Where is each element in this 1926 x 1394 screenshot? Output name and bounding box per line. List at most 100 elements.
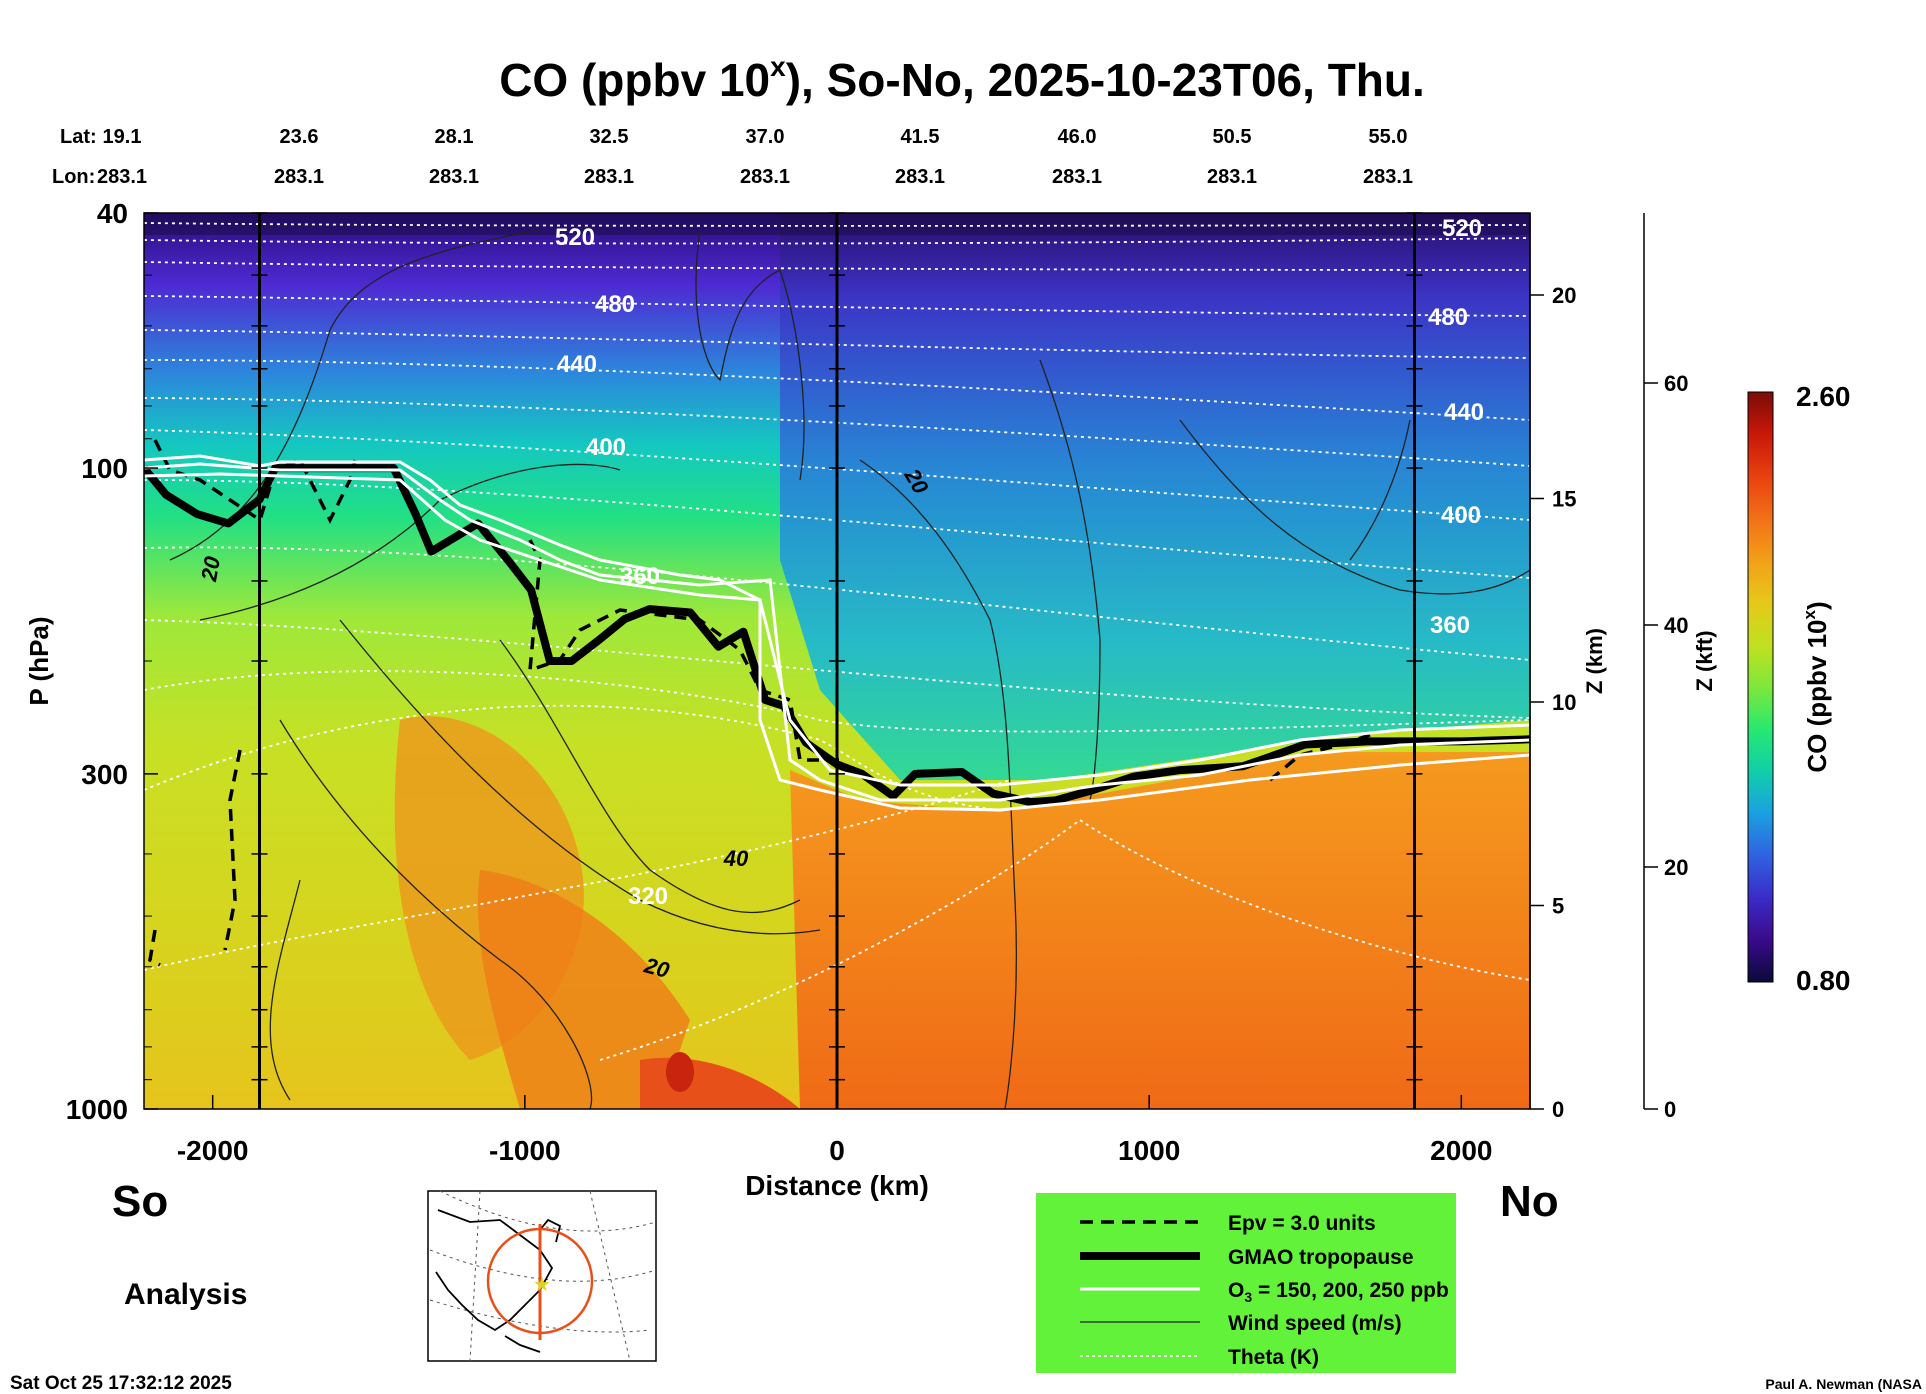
wind-contour [1179, 419, 1530, 595]
theta-contour-label: 320 [628, 883, 668, 910]
theta-contour-label: 520 [555, 224, 595, 251]
wind-contour-label: 20 [196, 554, 225, 584]
north-stratosphere-low-co [780, 213, 1530, 780]
lat-value: 41.5 [901, 126, 940, 148]
y-axis: 40 100 300 1000 [66, 198, 158, 1125]
lat-lon-header: Lat: Lon: 19.1 23.6 28.1 32.5 37.0 41.5 46.0 50… [52, 126, 1413, 188]
chart-title: CO (ppbv 10x), So-No, 2025-10-23T06, Thu… [499, 51, 1425, 106]
theta-contour [144, 261, 1530, 271]
lat-value: 23.6 [280, 126, 319, 148]
lon-value: 283.1 [584, 166, 634, 188]
legend-theta-label: Theta (K) [1228, 1346, 1319, 1369]
legend-tropopause-label: GMAO tropopause [1228, 1246, 1414, 1269]
z-km-tick-label: 5 [1552, 894, 1564, 919]
x-axis-label: Distance (km) [745, 1170, 929, 1201]
footer-timestamp: Sat Oct 25 17:32:12 2025 [10, 1373, 232, 1394]
epv-contour [223, 749, 242, 951]
colorbar-max: 2.60 [1796, 381, 1851, 412]
lon-value: 283.1 [1052, 166, 1102, 188]
theta-contour-label: 400 [1441, 502, 1481, 529]
inset-map: ★ [427, 1190, 657, 1362]
o3-200-contour [144, 462, 1530, 802]
wind-contour-label: 40 [723, 846, 749, 871]
z-km-tick-label: 0 [1552, 1097, 1564, 1122]
theta-contour [144, 670, 1530, 733]
lon-value: 283.1 [97, 166, 147, 188]
wind-contour [695, 229, 805, 481]
legend-epv-label: Epv = 3.0 units [1228, 1212, 1376, 1235]
south-high-co-blob-2 [478, 870, 690, 1109]
z-kft-tick-label: 0 [1664, 1097, 1676, 1122]
lat-value: 19.1 [103, 126, 142, 148]
theta-contour [144, 222, 1530, 227]
y-tick-label: 100 [81, 453, 128, 484]
z-km-tick-label: 20 [1552, 283, 1576, 308]
o3-150-contour [144, 454, 1530, 787]
x-axis: -2000 -1000 0 1000 2000 [177, 1095, 1492, 1166]
theta-contour-label: 400 [586, 434, 626, 461]
epv-contour [148, 929, 161, 967]
wind-contour [1349, 419, 1411, 561]
z-kft-axis-label: Z (kft) [1692, 630, 1717, 691]
theta-contour [144, 329, 1530, 359]
y-axis-label: P (hPa) [24, 616, 54, 705]
z-km-tick-label: 10 [1552, 690, 1576, 715]
lon-value: 283.1 [429, 166, 479, 188]
y-tick-label: 1000 [66, 1094, 128, 1125]
theta-contour-label: 360 [620, 563, 660, 590]
legend-o3-label: O3 = 150, 200, 250 ppb [1228, 1279, 1449, 1305]
map-coastline [435, 1209, 562, 1353]
theta-contour [144, 429, 1530, 521]
footer-credit: Paul A. Newman (NASA [1765, 1376, 1922, 1392]
wind-contour [339, 619, 821, 935]
theta-contour [599, 818, 1530, 1061]
north-label: No [1500, 1177, 1559, 1226]
legend-wind-label: Wind speed (m/s) [1228, 1312, 1402, 1335]
y-tick-label: 40 [97, 198, 128, 229]
theta-contour-label: 480 [595, 291, 635, 318]
theta-contour-label: 440 [557, 351, 597, 378]
epv-contour [528, 539, 840, 762]
lon-value: 283.1 [740, 166, 790, 188]
colorbar [1747, 391, 1774, 983]
theta-contour [144, 619, 1530, 719]
theta-contour [144, 779, 1011, 971]
wind-contour [279, 719, 593, 1109]
lon-value: 283.1 [1207, 166, 1257, 188]
y-tick-label: 300 [81, 759, 128, 790]
z-kft-tick-label: 20 [1664, 855, 1688, 880]
legend: Epv = 3.0 units GMAO tropopause O3 = 150… [1036, 1193, 1456, 1373]
wind-contour [199, 463, 621, 621]
z-kft-tick-label: 60 [1664, 371, 1688, 396]
o3-250-contour [144, 472, 1530, 812]
x-tick-label: 1000 [1118, 1135, 1180, 1166]
lon-label: Lon: [52, 166, 95, 188]
lat-value: 28.1 [435, 126, 474, 148]
lon-value: 283.1 [274, 166, 324, 188]
x-tick-label: -1000 [489, 1135, 561, 1166]
lat-value: 32.5 [590, 126, 629, 148]
wind-contour [859, 459, 1018, 1109]
lat-value: 55.0 [1369, 126, 1408, 148]
x-tick-label: 0 [829, 1135, 845, 1166]
colorbar-min: 0.80 [1796, 965, 1851, 996]
theta-contour-label: 440 [1444, 399, 1484, 426]
colorbar-label: CO (ppbv 10x) [1800, 601, 1832, 772]
analysis-label: Analysis [124, 1278, 247, 1311]
north-troposphere-high-co [790, 752, 1530, 1109]
theta-contour-label: 520 [1442, 215, 1482, 242]
theta-contour [144, 397, 1530, 467]
theta-contour-label: 480 [1428, 304, 1468, 331]
lat-value: 37.0 [746, 126, 785, 148]
theta-contour [144, 295, 1530, 317]
theta-contour [144, 359, 1530, 421]
wind-speed-contours [169, 229, 1530, 1109]
z-km-tick-label: 15 [1552, 487, 1576, 512]
map-center-star: ★ [533, 1274, 551, 1296]
x-tick-label: -2000 [177, 1135, 249, 1166]
wind-contour [1039, 359, 1101, 801]
theta-contour [144, 546, 1530, 661]
reference-verticals [251, 212, 1423, 1109]
z-kft-axis: 0 20 40 60 [1643, 213, 1688, 1122]
wind-contour [269, 879, 301, 1101]
